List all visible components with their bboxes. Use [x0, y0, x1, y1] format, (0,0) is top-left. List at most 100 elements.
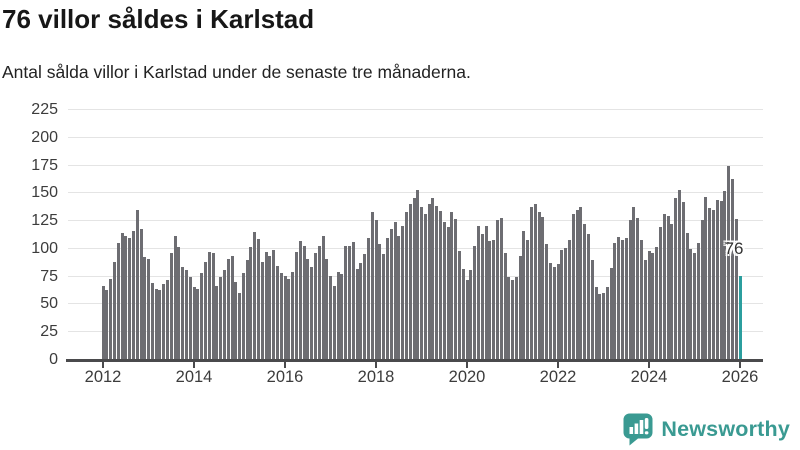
bar	[696, 243, 700, 360]
bar	[329, 275, 333, 360]
newsworthy-wordmark: Newsworthy	[661, 416, 790, 441]
x-axis-tick	[284, 362, 286, 368]
bar	[393, 222, 397, 360]
bar	[602, 293, 606, 360]
bar	[279, 273, 283, 360]
bar	[143, 256, 147, 360]
bar	[492, 240, 496, 360]
bar	[465, 280, 469, 360]
bar	[586, 234, 590, 360]
bar	[124, 235, 128, 360]
bar	[109, 278, 113, 360]
bar	[196, 288, 200, 360]
bar	[268, 255, 272, 360]
x-axis-tick	[557, 362, 559, 368]
x-axis-tick-label: 2012	[84, 368, 122, 386]
newsworthy-logo-icon	[623, 413, 653, 446]
x-axis-tick	[648, 362, 650, 368]
bar	[507, 276, 511, 360]
bar	[715, 200, 719, 360]
bar	[700, 220, 704, 360]
x-axis-tick-label: 2026	[721, 368, 759, 386]
x-axis-tick	[375, 362, 377, 368]
bar	[294, 252, 298, 360]
x-axis-tick-label: 2016	[266, 368, 304, 386]
x-axis-tick	[102, 362, 104, 368]
bar	[719, 201, 723, 360]
bar	[636, 217, 640, 360]
bar	[556, 264, 560, 360]
bar	[689, 248, 693, 360]
bar	[549, 263, 553, 360]
bar	[264, 252, 268, 360]
x-axis-tick	[193, 362, 195, 368]
bar	[313, 253, 317, 360]
bar	[518, 255, 522, 360]
x-axis-tick-label: 2018	[357, 368, 395, 386]
bar	[287, 278, 291, 360]
bar	[514, 276, 518, 360]
bar	[643, 260, 647, 360]
bar	[439, 211, 443, 360]
highlighted-bar	[738, 275, 742, 360]
bar	[533, 204, 537, 360]
bar	[458, 251, 462, 360]
bar	[484, 225, 488, 360]
bar	[454, 218, 458, 360]
bar	[226, 258, 230, 360]
y-axis-tick-label: 0	[49, 351, 58, 368]
bar	[628, 220, 632, 360]
y-axis-tick-label: 25	[40, 323, 58, 341]
bar	[188, 276, 192, 360]
bar	[552, 266, 556, 360]
bar	[166, 280, 170, 360]
bar	[594, 286, 598, 360]
bar	[583, 224, 587, 360]
y-axis-tick-label: 100	[31, 239, 58, 257]
bar	[359, 263, 363, 360]
bar	[147, 258, 151, 360]
bar	[670, 224, 674, 360]
gridline	[68, 192, 763, 194]
bar	[734, 218, 738, 360]
bar	[169, 253, 173, 360]
bar	[666, 215, 670, 360]
bar	[185, 270, 189, 360]
bar	[120, 233, 124, 360]
bar	[708, 207, 712, 360]
bar	[598, 294, 602, 360]
bar	[192, 286, 196, 360]
bar	[473, 245, 477, 360]
bar	[310, 266, 314, 360]
bar	[564, 247, 568, 360]
bar	[727, 165, 731, 360]
bar	[511, 280, 515, 360]
bar	[537, 212, 541, 360]
x-axis-tick	[739, 362, 741, 368]
bar	[704, 196, 708, 360]
newsworthy-logo: Newsworthy	[622, 412, 790, 446]
bar	[207, 252, 211, 360]
bar	[351, 242, 355, 360]
bar	[408, 204, 412, 360]
bar	[325, 258, 329, 360]
bar	[363, 254, 367, 360]
bar	[503, 253, 507, 360]
bar	[211, 253, 215, 360]
bar	[647, 251, 651, 360]
bar	[203, 262, 207, 360]
bar	[632, 206, 636, 360]
gridline	[68, 109, 763, 110]
bar	[181, 266, 185, 360]
bar	[257, 238, 261, 360]
x-axis-tick	[466, 362, 468, 368]
bar	[241, 273, 245, 360]
bar	[723, 191, 727, 360]
bar	[621, 240, 625, 360]
bar	[245, 260, 249, 360]
bar	[674, 197, 678, 360]
bar	[222, 270, 226, 360]
bar	[541, 216, 545, 360]
y-axis-tick-label: 200	[31, 128, 58, 146]
bar	[579, 206, 583, 360]
